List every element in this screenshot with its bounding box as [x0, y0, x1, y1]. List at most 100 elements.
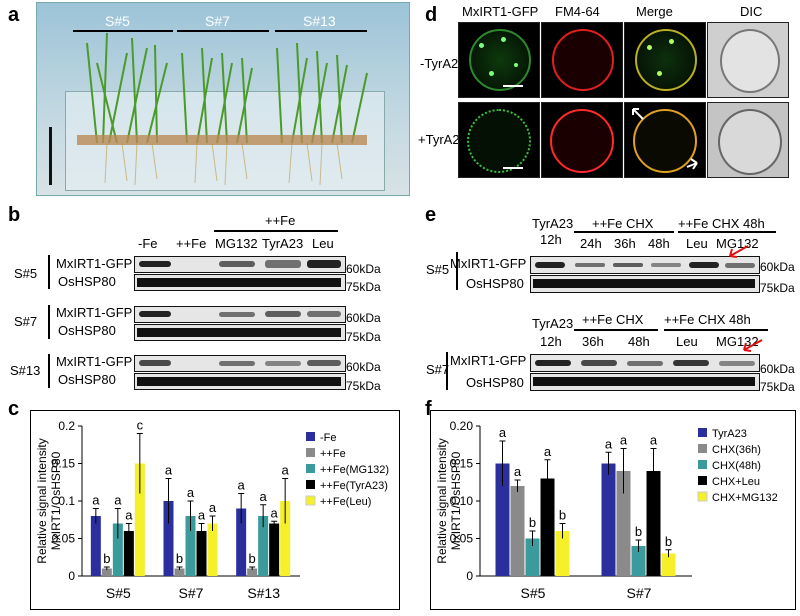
header-line-chx48-e1 — [678, 231, 776, 233]
lane-36h-e2: 36h — [582, 334, 604, 349]
lane-label-ppfe: ++Fe — [176, 236, 207, 251]
protein-label-s13-b: MxIRT1-GFP — [56, 354, 133, 369]
legend-swatch — [698, 428, 707, 437]
bar — [646, 471, 661, 576]
row-bracket-s7-b — [48, 305, 50, 339]
bar — [196, 531, 207, 576]
header-line-s7 — [177, 30, 269, 32]
blot-s5-protein-e — [530, 256, 760, 274]
bar — [90, 516, 101, 576]
line-label-s7: S#7 — [205, 13, 230, 29]
lane-label-tyra23: TyrA23 — [262, 236, 304, 251]
lane-leu-e1: Leu — [686, 236, 708, 251]
significance-letter: a — [165, 463, 173, 478]
col-label-dic: DIC — [740, 4, 763, 19]
control-label-s7-e: OsHSP80 — [466, 375, 524, 390]
y-tick-label: 0.15 — [450, 457, 474, 471]
bar-chart-f: Relative signal intensityMxIRT1/OsHSP800… — [430, 410, 796, 610]
legend-swatch — [697, 491, 708, 502]
lane-12h-e2: 12h — [540, 334, 562, 349]
bar-chart-c: Relative signal intensityMxIRT1/OsHSP800… — [30, 410, 400, 610]
significance-letter: b — [249, 551, 256, 566]
row-bracket-s5-e — [456, 252, 458, 290]
legend-swatch — [698, 444, 707, 453]
legend-label: CHX(48h) — [712, 460, 761, 472]
y-tick-label: 0.15 — [52, 457, 76, 471]
significance-letter: a — [282, 463, 290, 478]
mw-75-s7-b: 75kDa — [346, 330, 381, 344]
significance-letter: a — [260, 489, 268, 504]
panel-label-a: a — [8, 4, 20, 26]
cell-merge-1 — [624, 22, 706, 98]
blot-s7-protein-e — [530, 354, 760, 372]
legend-label: ++Fe(TyrA23) — [320, 480, 388, 492]
panel-label-d: d — [425, 4, 438, 26]
cell-gfp-2 — [458, 102, 540, 178]
significance-letter: a — [114, 493, 122, 508]
header-line-s13 — [275, 30, 367, 32]
lane-mg132-e2: MG132 — [716, 334, 759, 349]
protein-label-s5-b: MxIRT1-GFP — [56, 256, 133, 271]
panel-label-f: f — [425, 398, 432, 420]
row-bracket-s7-e — [446, 352, 448, 390]
col-label-merge: Merge — [636, 4, 673, 19]
bar — [631, 546, 646, 576]
blot-s5-control — [134, 274, 346, 291]
significance-letter: a — [544, 444, 552, 459]
cell-dic-2 — [707, 102, 789, 178]
significance-letter: a — [605, 436, 613, 451]
significance-letter: a — [198, 508, 206, 523]
lane-leu-e2: Leu — [676, 334, 698, 349]
significance-letter: a — [514, 464, 522, 479]
header-line-chx-e2 — [574, 329, 658, 331]
row-label-plus-tyra23: +TyrA23 — [418, 132, 467, 147]
significance-letter: a — [92, 493, 100, 508]
seedlings-drawing — [77, 32, 368, 186]
bar — [163, 501, 174, 576]
mw-60-s5-b: 60kDa — [346, 262, 381, 276]
control-label-s5-e: OsHSP80 — [466, 276, 524, 291]
header-line-s5 — [73, 30, 173, 32]
header-chx48-e2: ++Fe CHX 48h — [664, 312, 751, 327]
bar — [601, 463, 616, 576]
lane-tyra23-e2: TyrA23 — [532, 316, 574, 331]
mw-60-s13-b: 60kDa — [346, 360, 381, 374]
treatment-header-b: ++Fe — [265, 213, 296, 228]
legend-label: -Fe — [320, 432, 337, 444]
lane-24h-e1: 24h — [580, 236, 602, 251]
blot-s7-protein — [134, 306, 346, 323]
significance-letter: b — [635, 524, 642, 539]
bar — [661, 553, 676, 576]
category-label: S#5 — [521, 585, 546, 601]
row-label-s5-b: S#5 — [14, 266, 38, 281]
y-axis-label: Relative signal intensityMxIRT1/OsHSP80 — [35, 438, 63, 563]
significance-letter: a — [125, 508, 133, 523]
header-chx-e1: ++Fe CHX — [592, 216, 654, 231]
legend-swatch — [306, 432, 315, 441]
legend-swatch — [698, 460, 707, 469]
row-label-s7-b: S#7 — [14, 314, 38, 329]
cell-fm464-1 — [541, 22, 623, 98]
header-chx-e2: ++Fe CHX — [582, 312, 644, 327]
significance-letter: b — [176, 551, 183, 566]
y-tick-label: 0.05 — [450, 532, 474, 546]
significance-letter: c — [137, 418, 144, 433]
lane-label-mg132: MG132 — [215, 236, 258, 251]
significance-letter: a — [209, 500, 217, 515]
row-bracket-s5-b — [48, 255, 50, 289]
row-label-s13-b: S#13 — [10, 363, 41, 378]
protein-label-s7-b: MxIRT1-GFP — [56, 305, 133, 320]
bar — [101, 568, 112, 576]
mw-60-s5-e: 60kDa — [760, 260, 795, 274]
lane-12h-e1: 12h — [540, 232, 562, 247]
legend-label: ++Fe(MG132) — [320, 464, 389, 476]
significance-letter: a — [620, 433, 628, 448]
legend-swatch — [306, 464, 315, 473]
line-label-s5: S#5 — [105, 13, 130, 29]
lane-tyra23-e1: TyrA23 — [532, 216, 574, 231]
mw-75-s5-b: 75kDa — [346, 280, 381, 294]
scale-bar — [49, 127, 52, 185]
control-label-s5-b: OsHSP80 — [58, 274, 116, 289]
row-label-s7-e: S#7 — [426, 362, 450, 377]
header-line-chx-e1 — [574, 231, 674, 233]
